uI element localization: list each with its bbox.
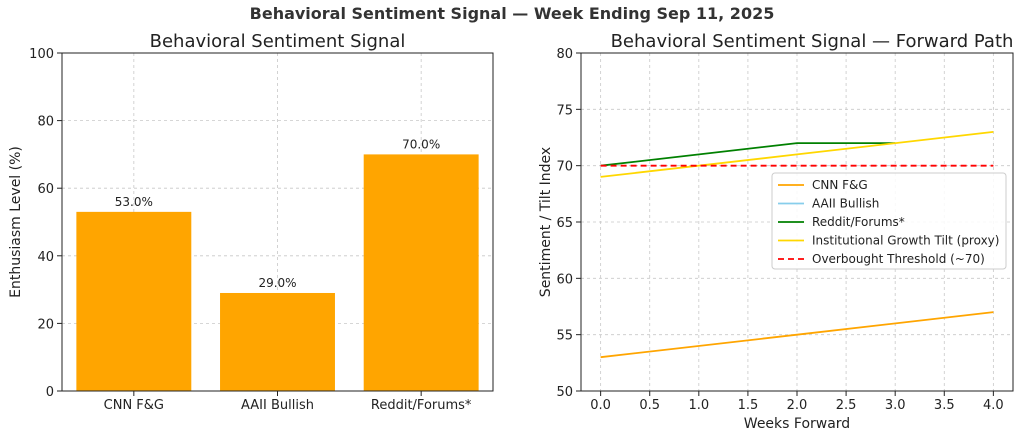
x-tick-label: 0.0: [590, 398, 611, 413]
bar-value-label: 70.0%: [402, 137, 440, 151]
y-tick-label: 40: [37, 250, 54, 265]
x-tick-label: 1.0: [688, 398, 709, 413]
bar-value-label: 29.0%: [258, 276, 296, 290]
y-tick-label: 60: [556, 272, 573, 287]
series-line: [600, 142, 896, 167]
legend-label: Overbought Threshold (~70): [812, 252, 985, 266]
chart-title: Behavioral Sentiment Signal: [150, 31, 406, 52]
plot-frame: [61, 52, 494, 392]
legend-label: Reddit/Forums*: [812, 215, 905, 229]
y-tick-label: 65: [556, 216, 573, 231]
legend-label: CNN F&G: [812, 178, 868, 192]
bar: [220, 292, 335, 391]
y-tick-label: 20: [37, 317, 54, 332]
x-tick-label: 2.5: [836, 398, 857, 413]
legend: CNN F&G AAII Bullish Reddit/Forums* Institu…: [771, 172, 1007, 270]
y-tick-label: 50: [556, 385, 573, 400]
x-tick-label: Reddit/Forums*: [371, 398, 472, 413]
legend-label: AAII Bullish: [812, 197, 879, 211]
legend-box: [771, 172, 1007, 270]
x-tick-label: AAII Bullish: [241, 398, 314, 413]
x-axis-label: Weeks Forward: [744, 416, 850, 432]
x-tick-label: CNN F&G: [104, 398, 164, 413]
y-tick-label: 80: [556, 47, 573, 62]
series-line: [600, 131, 994, 178]
series-line: [600, 311, 994, 359]
y-tick-label: 75: [556, 103, 573, 118]
bar: [363, 154, 479, 391]
y-tick-label: 70: [556, 160, 573, 175]
y-tick-label: 80: [37, 115, 54, 130]
bar-value-label: 53.0%: [115, 195, 153, 209]
plot-frame: [580, 52, 1014, 392]
x-tick-label: 1.5: [738, 398, 759, 413]
y-tick-label: 55: [556, 329, 573, 344]
legend-label: Institutional Growth Tilt (proxy): [812, 234, 999, 248]
x-tick-label: 0.5: [639, 398, 660, 413]
y-tick-label: 0: [46, 385, 54, 400]
x-tick-label: 2.0: [787, 398, 808, 413]
x-tick-label: 4.0: [983, 398, 1004, 413]
y-tick-label: 100: [29, 47, 54, 62]
bar: [76, 211, 192, 391]
x-tick-label: 3.5: [934, 398, 955, 413]
y-tick-label: 60: [37, 182, 54, 197]
y-axis-label: Enthusiasm Level (%): [8, 146, 24, 298]
chart-title: Behavioral Sentiment Signal — Forward Pa…: [611, 31, 1014, 52]
figure-suptitle: Behavioral Sentiment Signal — Week Endin…: [249, 4, 775, 23]
y-axis-label: Sentiment / Tilt Index: [538, 147, 554, 297]
x-tick-label: 3.0: [885, 398, 906, 413]
